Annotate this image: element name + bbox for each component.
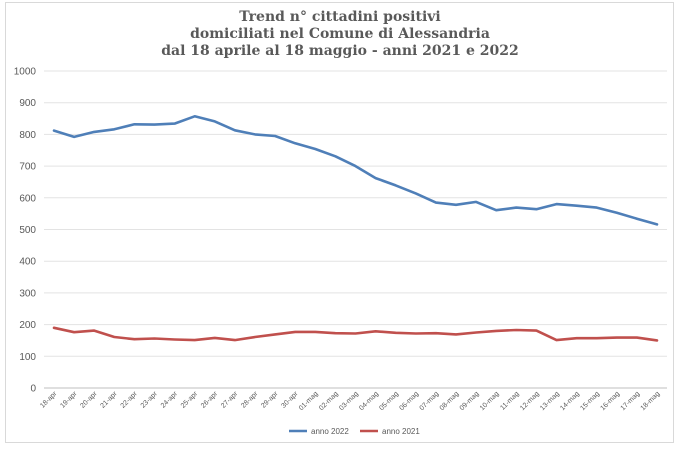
x-axis-ticks: 18-apr 19-apr 20-apr 21-apr 22-apr 23-apr 24-a… bbox=[39, 390, 661, 412]
chart-title-line-1: Trend n° cittadini positivi bbox=[239, 9, 441, 25]
x-tick-label: 16-mag bbox=[599, 390, 621, 412]
y-tick-label: 100 bbox=[19, 352, 36, 363]
y-tick-label: 400 bbox=[19, 257, 36, 268]
gridlines bbox=[44, 70, 667, 389]
chart-title-line-2: domiciliati nel Comune di Alessandria bbox=[190, 26, 490, 42]
y-tick-label: 700 bbox=[19, 162, 36, 173]
x-tick-label: 22-apr bbox=[120, 390, 140, 410]
y-tick-label: 600 bbox=[19, 193, 36, 204]
x-tick-label: 28-apr bbox=[240, 390, 260, 410]
legend-label: anno 2022 bbox=[311, 427, 349, 436]
x-tick-label: 11-mag bbox=[499, 390, 520, 411]
chart-title: Trend n° cittadini positivi domiciliati … bbox=[0, 9, 680, 60]
chart-title-line-3: dal 18 aprile al 18 maggio - anni 2021 e… bbox=[161, 43, 519, 59]
x-tick-label: 29-apr bbox=[260, 390, 280, 410]
x-tick-label: 15-mag bbox=[579, 390, 601, 412]
y-tick-label: 0 bbox=[30, 384, 36, 395]
x-tick-label: 06-mag bbox=[398, 390, 420, 412]
x-tick-label: 17-mag bbox=[620, 390, 642, 412]
y-tick-label: 900 bbox=[19, 98, 36, 109]
x-tick-label: 20-apr bbox=[79, 390, 99, 410]
x-tick-label: 09-mag bbox=[459, 390, 481, 412]
y-tick-label: 200 bbox=[19, 320, 36, 331]
x-tick-label: 08-mag bbox=[439, 390, 461, 412]
x-tick-label: 04-mag bbox=[358, 390, 380, 412]
legend-label: anno 2021 bbox=[382, 427, 420, 436]
legend: anno 2022 anno 2021 bbox=[289, 427, 420, 436]
x-tick-label: 14-mag bbox=[559, 390, 581, 412]
x-tick-label: 25-apr bbox=[180, 390, 200, 410]
x-tick-label: 19-apr bbox=[59, 390, 79, 410]
series-line-anno-2021 bbox=[52, 326, 659, 342]
x-tick-label: 27-apr bbox=[220, 390, 240, 410]
x-tick-label: 10-mag bbox=[479, 390, 501, 412]
x-tick-label: 12-mag bbox=[519, 390, 541, 412]
x-tick-label: 18-apr bbox=[39, 390, 59, 410]
series-line-anno-2022 bbox=[52, 115, 659, 226]
y-axis-ticks: 0 100 200 300 400 500 600 700 800 900 1000 bbox=[14, 67, 37, 395]
series-lines bbox=[52, 115, 659, 342]
y-tick-label: 300 bbox=[19, 288, 36, 299]
y-tick-label: 800 bbox=[19, 130, 36, 141]
x-tick-label: 13-mag bbox=[539, 390, 561, 412]
x-tick-label: 03-mag bbox=[338, 390, 360, 412]
chart-frame bbox=[5, 2, 674, 443]
x-tick-label: 02-mag bbox=[318, 390, 340, 412]
x-tick-label: 21-apr bbox=[99, 390, 119, 410]
x-tick-label: 24-apr bbox=[160, 390, 180, 410]
y-tick-label: 500 bbox=[19, 225, 36, 236]
x-tick-label: 26-apr bbox=[200, 390, 220, 410]
x-tick-label: 18-mag bbox=[640, 390, 662, 412]
x-tick-label: 07-mag bbox=[419, 390, 441, 412]
x-tick-label: 05-mag bbox=[378, 390, 400, 412]
y-tick-label: 1000 bbox=[14, 67, 37, 78]
x-tick-label: 23-apr bbox=[140, 390, 160, 410]
x-tick-label: 01-mag bbox=[298, 390, 320, 412]
